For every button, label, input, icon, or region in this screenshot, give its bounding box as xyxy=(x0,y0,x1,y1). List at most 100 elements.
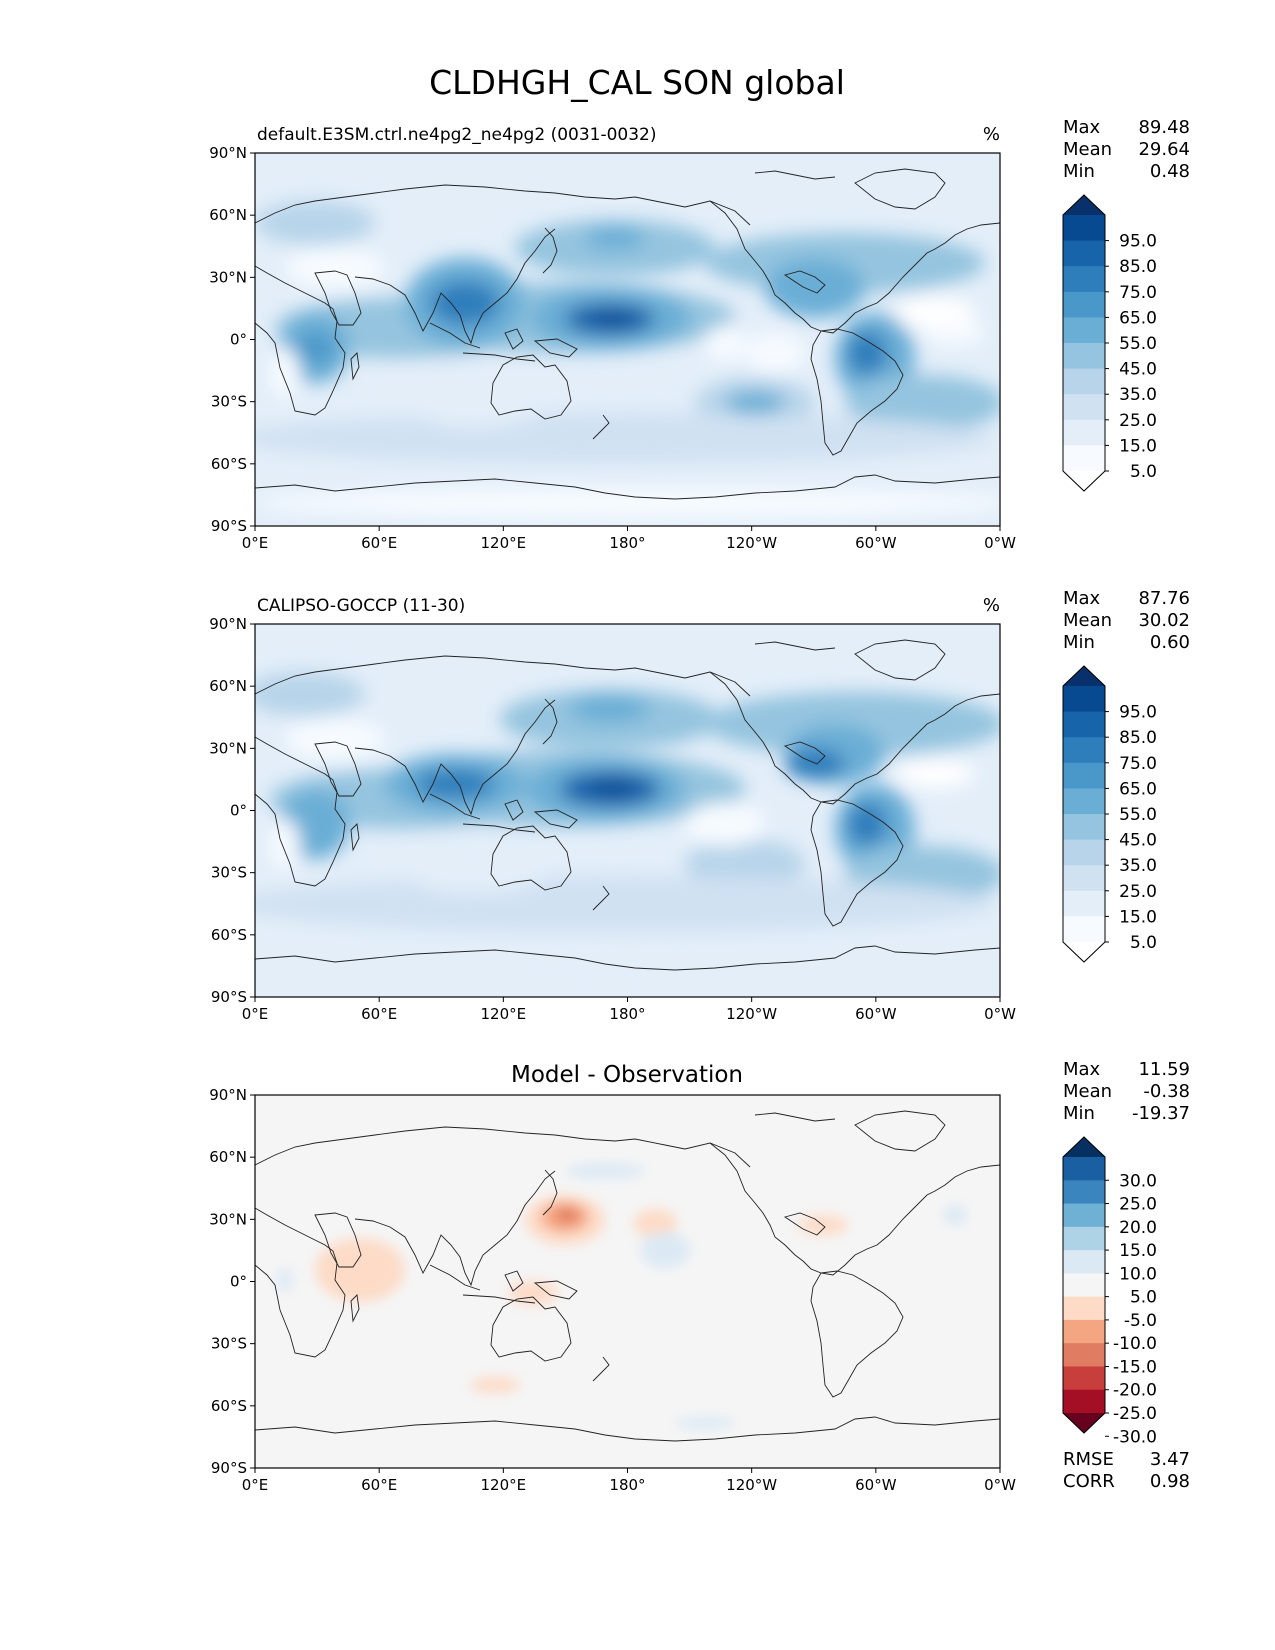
colorbar: 30.0 25.0 20.0 15.0 10.0 5.0 -5.0 -10.0 -15.0 -20… xyxy=(1062,1136,1157,1447)
colorbar-tick-label: 15.0 xyxy=(1119,907,1157,927)
lon-tick-label: 120°E xyxy=(481,534,527,552)
lat-tick-label: 60°S xyxy=(211,455,247,473)
colorbar-segment xyxy=(1063,368,1105,395)
colorbar-tick-label: 25.0 xyxy=(1119,882,1157,902)
colorbar-segment xyxy=(1063,916,1105,943)
lat-tick-label: 90°N xyxy=(209,615,247,633)
stat-label: Min xyxy=(1063,161,1095,182)
lon-tick-label: 120°W xyxy=(726,1476,777,1494)
lon-tick-label: 60°E xyxy=(361,534,397,552)
colorbar-tick-label: -30.0 xyxy=(1113,1427,1157,1447)
colorbar-tick-label: 85.0 xyxy=(1119,728,1157,748)
colorbar-segment xyxy=(1063,291,1105,318)
colorbar-segment xyxy=(1063,711,1105,738)
stat-value: 87.76 xyxy=(1138,588,1190,609)
colorbar-segment xyxy=(1063,343,1105,370)
lon-tick-label: 120°W xyxy=(726,1005,777,1023)
colorbar-tick-label: 15.0 xyxy=(1119,436,1157,456)
colorbar-tick-label: 95.0 xyxy=(1119,703,1157,723)
colorbar-tick-label: 10.0 xyxy=(1119,1264,1157,1284)
panel-center-title: Model - Observation xyxy=(511,1062,743,1088)
colorbar: 95.0 85.0 75.0 65.0 55.0 45.0 35.0 25.0 15.0 5.0 xyxy=(1062,665,1157,963)
colorbar-tick-label: 30.0 xyxy=(1119,1171,1157,1191)
colorbar-segment xyxy=(1063,1273,1105,1298)
panel-left-title: default.E3SM.ctrl.ne4pg2_ne4pg2 (0031-00… xyxy=(257,125,657,145)
colorbar-tick-label: 25.0 xyxy=(1119,1195,1157,1215)
colorbar-tick-label: 55.0 xyxy=(1119,334,1157,354)
colorbar-segment xyxy=(1063,266,1105,293)
lon-tick-label: 60°E xyxy=(361,1476,397,1494)
lon-tick-label: 180° xyxy=(609,1005,645,1023)
lon-tick-label: 120°E xyxy=(481,1476,527,1494)
colorbar-segment xyxy=(1063,788,1105,815)
colorbar-segment xyxy=(1063,890,1105,917)
colorbar-tick-label: 45.0 xyxy=(1119,360,1157,380)
colorbar-segment xyxy=(1063,865,1105,892)
stat-label: Min xyxy=(1063,1103,1095,1124)
map-field xyxy=(255,1095,1000,1468)
lat-tick-label: 30°S xyxy=(211,393,247,411)
panel-obs: CALIPSO-GOCCP (11-30) % xyxy=(254,595,1001,998)
lon-tick-label: 120°W xyxy=(726,534,777,552)
stat-value: 3.47 xyxy=(1150,1449,1190,1470)
colorbar-segment xyxy=(1063,317,1105,344)
lat-tick-label: 30°S xyxy=(211,1335,247,1353)
lon-tick-label: 60°W xyxy=(855,534,897,552)
colorbar-tick-label: 55.0 xyxy=(1119,805,1157,825)
colorbar-extend-bottom xyxy=(1063,1413,1105,1433)
stat-value: -19.37 xyxy=(1132,1103,1190,1124)
stat-value: 0.60 xyxy=(1150,632,1190,653)
panel-model: default.E3SM.ctrl.ne4pg2_ne4pg2 (0031-00… xyxy=(254,124,1001,527)
axis-ticks: 90°N60°N30°N0°30°S60°S90°S0°E 60°E 120°E 18… xyxy=(209,144,1016,1494)
lat-tick-label: 30°N xyxy=(209,268,247,286)
colorbar-tick-label: 35.0 xyxy=(1119,385,1157,405)
side-panels: Max 89.48 Mean 29.64 Min 0.48 95.0 85.0 75.0 65.0… xyxy=(1062,117,1190,1492)
colorbar-tick-label: 35.0 xyxy=(1119,856,1157,876)
lat-tick-label: 0° xyxy=(230,802,247,820)
colorbar-segment xyxy=(1063,1343,1105,1367)
lat-tick-label: 30°N xyxy=(209,1210,247,1228)
colorbar-tick-label: 75.0 xyxy=(1119,283,1157,303)
colorbar-segment xyxy=(1063,1366,1105,1391)
lon-tick-label: 0°E xyxy=(242,1476,269,1494)
stat-value: 0.48 xyxy=(1150,161,1190,182)
lat-tick-label: 60°N xyxy=(209,677,247,695)
colorbar-tick-label: -15.0 xyxy=(1113,1357,1157,1377)
panel-units: % xyxy=(983,124,1000,145)
colorbar-segment xyxy=(1063,1389,1105,1414)
stat-label: CORR xyxy=(1063,1471,1115,1492)
lat-tick-label: 0° xyxy=(230,1273,247,1291)
colorbar-segment xyxy=(1063,737,1105,764)
panel-diff: Model - Observation xyxy=(254,1062,1001,1469)
stat-value: 29.64 xyxy=(1138,139,1190,160)
colorbar-tick-label: 45.0 xyxy=(1119,831,1157,851)
colorbar-tick-label: 65.0 xyxy=(1119,308,1157,328)
lat-tick-label: 90°N xyxy=(209,144,247,162)
colorbar-segment xyxy=(1063,1157,1105,1181)
colorbar-extend-top xyxy=(1063,666,1105,686)
lat-tick-label: 30°N xyxy=(209,739,247,757)
colorbar-segment xyxy=(1063,1180,1105,1205)
colorbar-tick-label: -25.0 xyxy=(1113,1404,1157,1424)
stat-value: 30.02 xyxy=(1138,610,1190,631)
lon-tick-label: 0°W xyxy=(984,534,1016,552)
stat-label: Mean xyxy=(1063,139,1112,160)
lon-tick-label: 120°E xyxy=(481,1005,527,1023)
colorbar-segment xyxy=(1063,215,1105,242)
colorbar-tick-label: 85.0 xyxy=(1119,257,1157,277)
colorbar-tick-label: 65.0 xyxy=(1119,779,1157,799)
stat-label: Max xyxy=(1063,588,1101,609)
lon-tick-label: 60°W xyxy=(855,1005,897,1023)
colorbar-segment xyxy=(1063,445,1105,472)
colorbar-extend-top xyxy=(1063,195,1105,215)
colorbar-segment xyxy=(1063,814,1105,841)
colorbar-tick-label: 75.0 xyxy=(1119,754,1157,774)
colorbar-segment xyxy=(1063,419,1105,446)
colorbar-segment xyxy=(1063,240,1105,267)
lon-tick-label: 60°E xyxy=(361,1005,397,1023)
colorbar-extend-bottom xyxy=(1063,471,1105,491)
stat-label: Mean xyxy=(1063,1081,1112,1102)
colorbar-segment xyxy=(1063,686,1105,713)
stat-value: 0.98 xyxy=(1150,1471,1190,1492)
colorbar-tick-label: -10.0 xyxy=(1113,1334,1157,1354)
